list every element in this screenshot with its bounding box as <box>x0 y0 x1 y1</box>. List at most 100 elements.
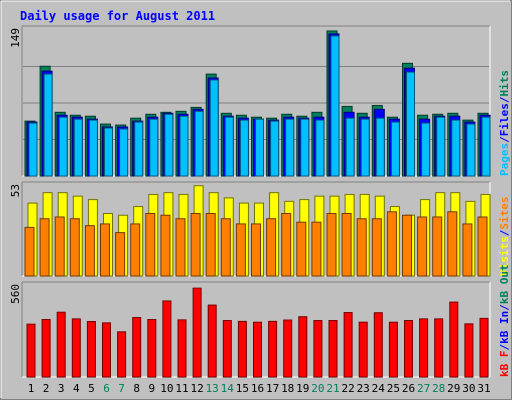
hits-ymax-label: 149 <box>9 28 22 48</box>
x-tick-label: 16 <box>251 382 264 395</box>
hits-bar-pages <box>390 121 400 177</box>
visits-bar-sites <box>432 216 443 277</box>
hits-legend-part: / <box>498 96 511 103</box>
x-tick-label: 12 <box>190 382 203 395</box>
hits-bar-pages <box>149 118 159 177</box>
kb-bar-kb-f <box>388 321 398 378</box>
visits-bar-sites <box>235 223 246 277</box>
visits-bar-sites <box>266 218 277 277</box>
visits-bar-sites <box>175 218 186 277</box>
visits-bar-sites <box>69 218 80 277</box>
visits-legend-part: Visits <box>498 236 511 276</box>
visits-bar-sites <box>341 213 352 277</box>
visits-bar-sites <box>100 223 110 277</box>
kb-legend-part: kB F <box>498 351 511 378</box>
x-tick-label: 6 <box>103 382 110 395</box>
hits-bar-pages <box>58 116 68 177</box>
x-tick-label: 5 <box>88 382 95 395</box>
kb-bar-kb-f <box>328 320 338 378</box>
visits-bar-sites <box>311 221 322 277</box>
x-tick-label: 29 <box>447 382 460 395</box>
visits-bar-sites <box>39 218 50 277</box>
visits-bar-sites <box>477 216 488 277</box>
kb-bar-kb-f <box>132 317 142 378</box>
kb-legend-part: / <box>498 344 511 351</box>
visits-bar-sites <box>24 226 35 277</box>
x-tick-label: 17 <box>266 382 279 395</box>
hits-bar-pages <box>451 119 461 177</box>
kb-bar-kb-f <box>283 319 293 378</box>
visits-bar-sites <box>402 214 412 277</box>
x-tick-label: 15 <box>236 382 249 395</box>
hits-bar-pages <box>406 71 415 177</box>
visits-bar-sites <box>356 218 367 277</box>
hits-bar-pages <box>104 127 113 177</box>
kb-bar-kb-f <box>26 323 36 378</box>
kb-bar-kb-f <box>41 319 51 378</box>
hits-bar-pages <box>119 128 129 177</box>
kb-bar-kb-f <box>117 331 127 378</box>
hits-bar-pages <box>43 73 53 177</box>
visits-bar-sites <box>326 213 337 277</box>
hits-bar-pages <box>466 123 476 177</box>
kb-bar-kb-f <box>404 320 413 378</box>
kb-bar-kb-f <box>71 318 81 378</box>
x-tick-label: 28 <box>432 382 445 395</box>
x-tick-label: 14 <box>221 382 235 395</box>
chart-title: Daily usage for August 2011 <box>20 9 215 23</box>
kb-bar-kb-f <box>207 304 217 378</box>
kb-bar-kb-f <box>253 321 262 378</box>
x-tick-label: 27 <box>417 382 430 395</box>
hits-bar-pages <box>360 118 370 177</box>
kb-bar-kb-f <box>479 317 489 378</box>
kb-bar-kb-f <box>177 319 187 378</box>
visits-bar-sites <box>54 216 65 277</box>
kb-bar-kb-f <box>102 322 111 378</box>
visits-legend-part: / <box>498 229 511 236</box>
visits-bar-sites <box>447 211 458 277</box>
hits-bar-pages <box>255 118 264 177</box>
x-tick-label: 11 <box>175 382 188 395</box>
x-tick-label: 24 <box>372 382 386 395</box>
x-tick-label: 31 <box>477 382 490 395</box>
hits-bar-pages <box>73 118 83 177</box>
hits-bar-pages <box>315 119 325 177</box>
kb-bar-kb-f <box>343 312 353 378</box>
hits-bar-pages <box>88 119 98 177</box>
visits-bar-sites <box>160 214 171 277</box>
hits-bar-pages <box>421 122 431 177</box>
hits-legend-part: Hits <box>498 70 511 97</box>
visits-bar-sites <box>296 221 307 277</box>
hits-bar-pages <box>481 116 491 177</box>
kb-bar-kb-f <box>192 287 202 378</box>
visits-bar-sites <box>130 223 141 277</box>
x-tick-label: 25 <box>387 382 400 395</box>
hits-bar-pages <box>194 110 204 177</box>
x-tick-label: 26 <box>402 382 415 395</box>
x-tick-label: 4 <box>73 382 80 395</box>
hits-bar-pages <box>270 120 280 177</box>
kb-legend-part: kB In <box>498 311 511 344</box>
visits-bar-sites <box>251 223 261 277</box>
hits-legend-part: Files <box>498 103 511 136</box>
x-tick-label: 1 <box>28 382 35 395</box>
kb-bar-kb-f <box>298 316 308 378</box>
hits-legend: Pages/Files/Hits <box>498 70 511 176</box>
x-tick-label: 9 <box>148 382 155 395</box>
hits-bar-pages <box>436 116 446 177</box>
kb-ymax-label: 560 <box>9 284 22 304</box>
hits-bar-pages <box>164 113 174 177</box>
kb-bar-kb-f <box>86 321 96 378</box>
kb-bar-kb-f <box>56 311 66 378</box>
kb-bar-kb-f <box>373 312 383 378</box>
visits-legend-part: Sites <box>498 197 511 230</box>
hits-bar-pages <box>345 117 355 177</box>
hits-bar-pages <box>209 79 219 177</box>
hits-bar-pages <box>28 122 38 177</box>
x-tick-label: 18 <box>281 382 294 395</box>
kb-bar-kb-f <box>358 321 368 378</box>
hits-bar-pages <box>285 118 295 177</box>
kb-bar-kb-f <box>434 318 444 378</box>
hits-legend-part: / <box>498 136 511 143</box>
visits-bar-sites <box>145 213 156 277</box>
